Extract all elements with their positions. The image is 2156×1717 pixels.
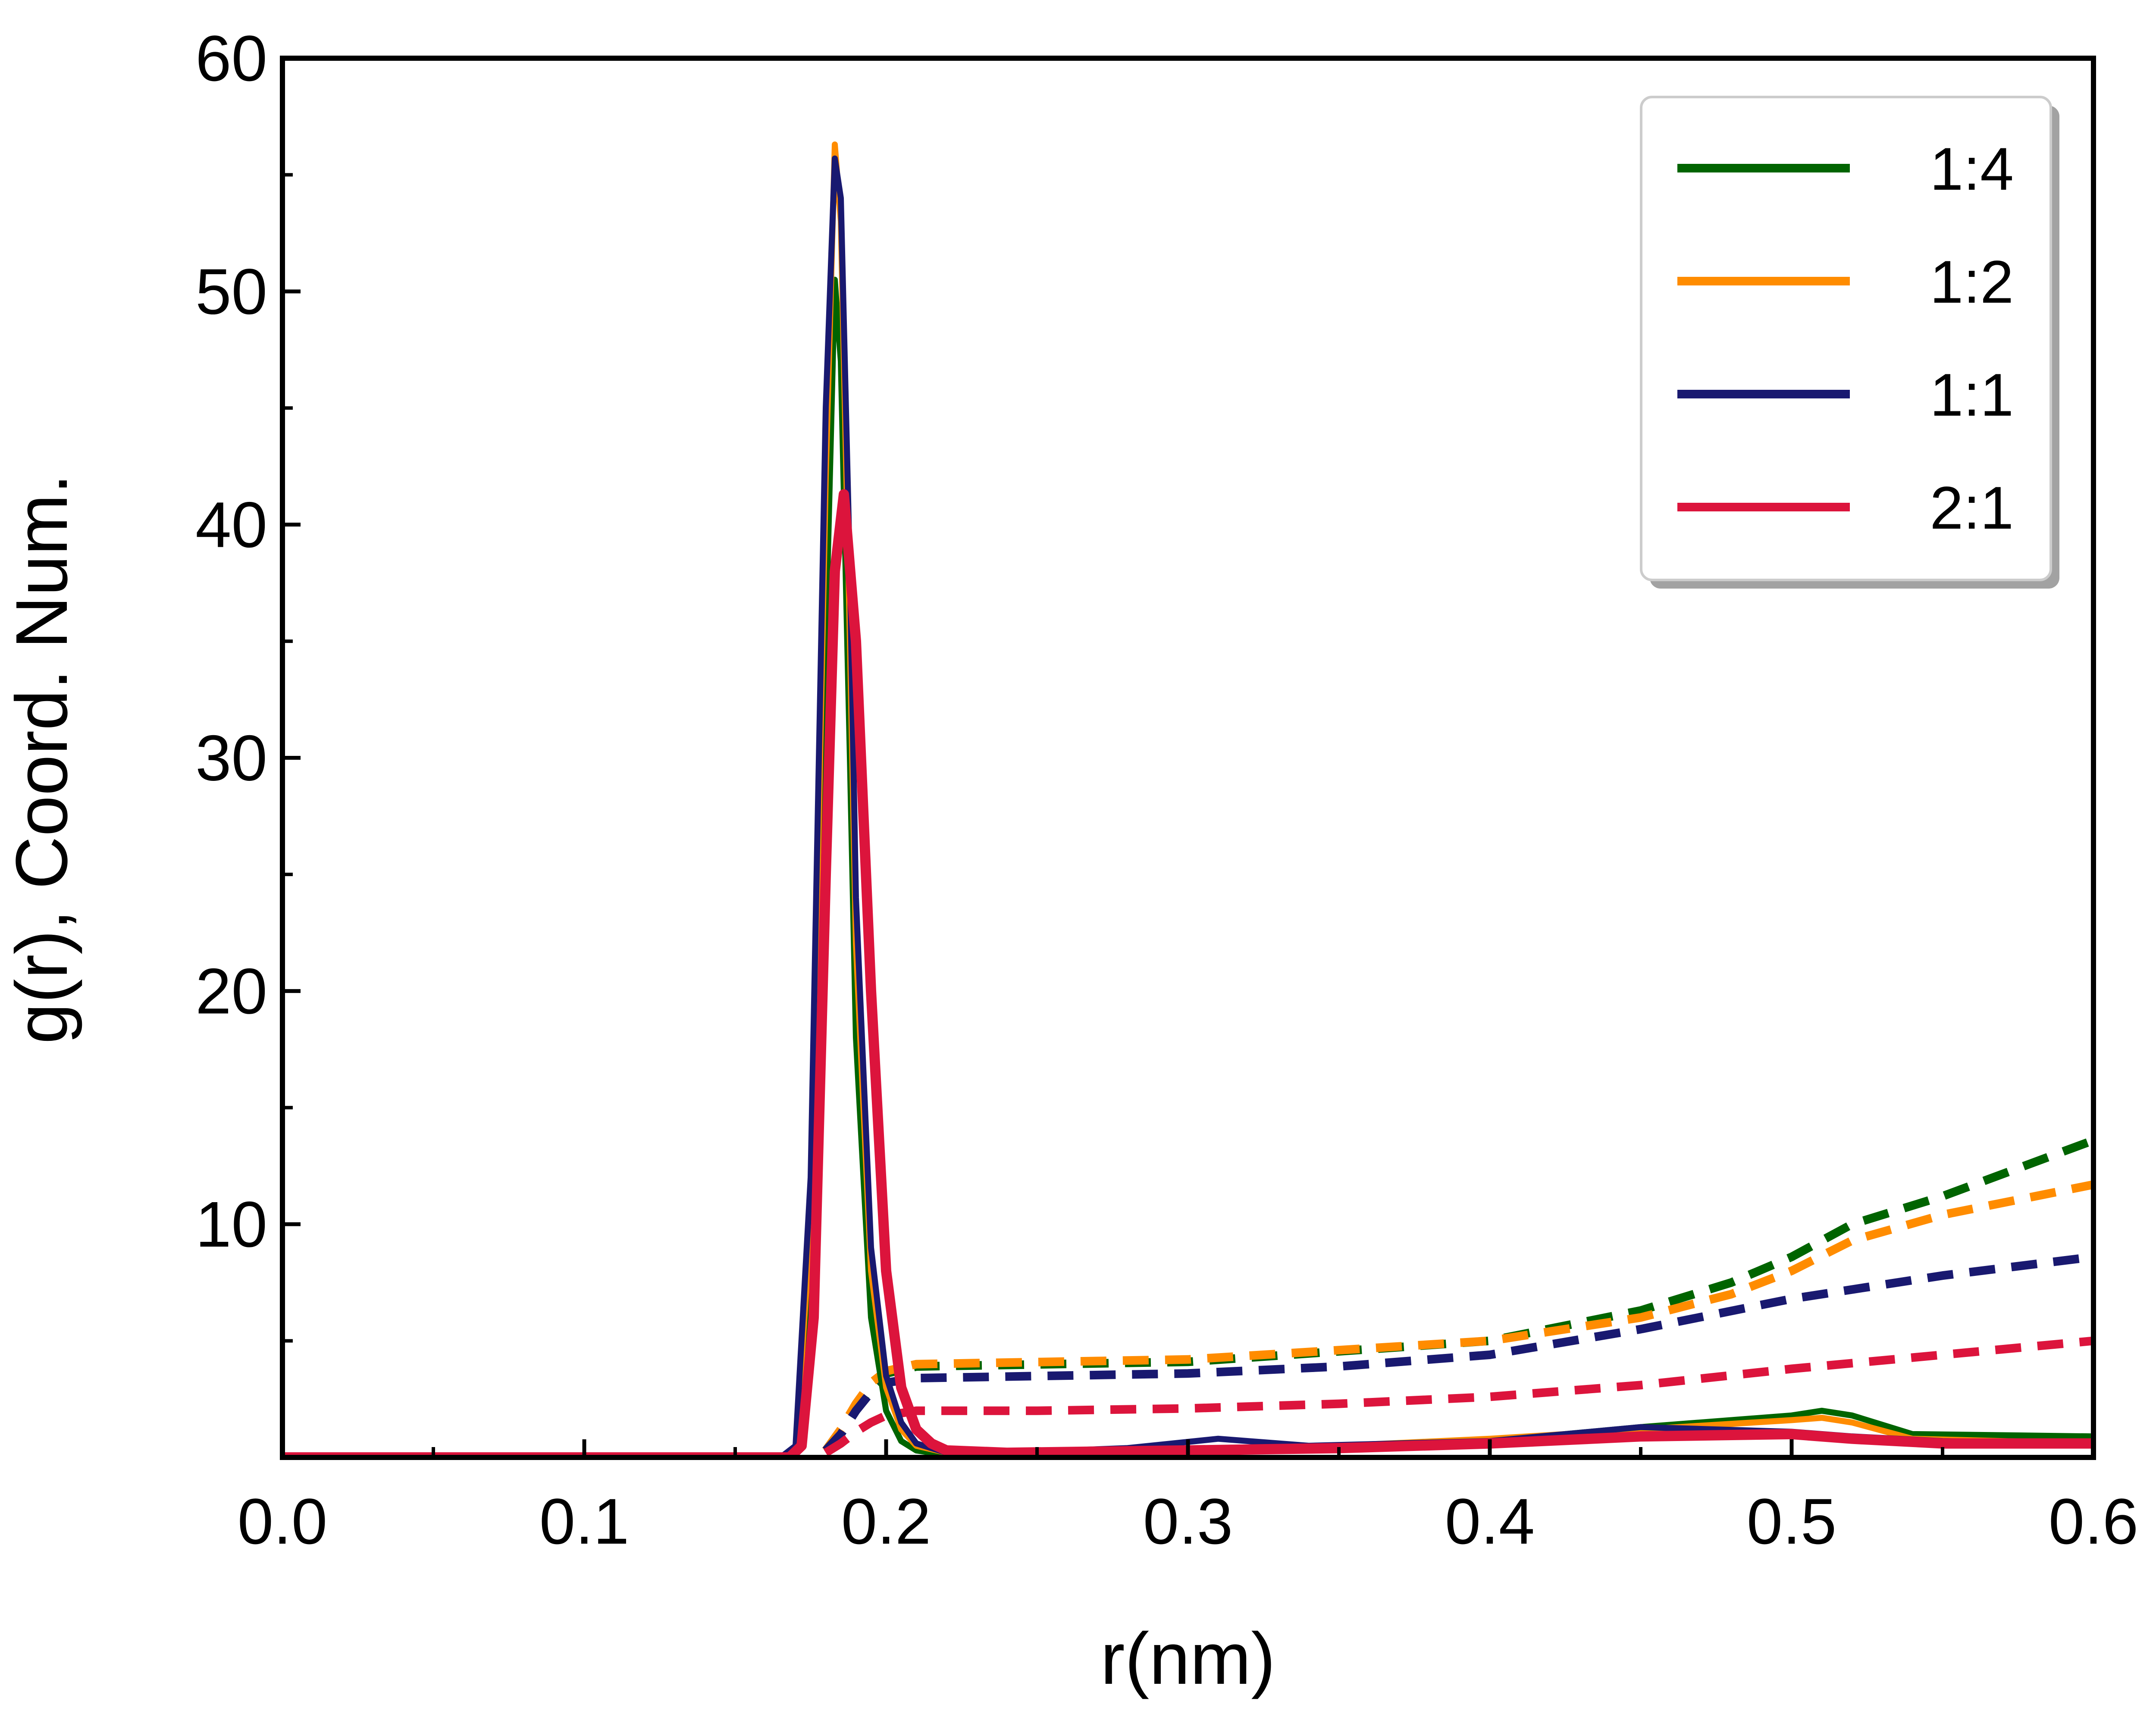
- series-1-1-coordination-line: [822, 1252, 2093, 1454]
- legend-label: 1:2: [1930, 248, 2014, 316]
- y-axis-label: g(r), Coord. Num.: [1, 474, 83, 1044]
- y-tick-label: 60: [195, 22, 267, 94]
- x-axis-label: r(nm): [1100, 1618, 1275, 1700]
- y-tick-label: 30: [195, 722, 267, 794]
- x-tick-label: 0.6: [2049, 1485, 2139, 1557]
- legend-label: 1:4: [1930, 135, 2014, 203]
- legend-label: 1:1: [1930, 361, 2014, 429]
- legend: 1:4 1:2 1:1 2:1: [1640, 96, 2059, 589]
- y-tick-label: 40: [195, 489, 267, 561]
- legend-box: [1640, 96, 2052, 581]
- legend-label: 2:1: [1930, 474, 2014, 542]
- series-1-1-rdf-line: [282, 155, 2093, 1457]
- y-tick-label: 50: [195, 255, 267, 328]
- series-layer: [282, 141, 2093, 1457]
- x-tick-label: 0.4: [1445, 1485, 1535, 1557]
- x-tick-label: 0.5: [1747, 1485, 1837, 1557]
- x-tick-label: 0.0: [238, 1485, 328, 1557]
- x-tick-label: 0.1: [539, 1485, 630, 1557]
- y-tick-label: 20: [195, 955, 267, 1027]
- series-1-2-coordination-line: [822, 1180, 2093, 1453]
- series-2-1-rdf-line: [282, 489, 2093, 1457]
- y-tick-label: 10: [195, 1188, 267, 1260]
- series-2-1-coordination-line: [823, 1336, 2093, 1457]
- ticks-layer: 0.0 0.1 0.2 0.3 0.4 0.5 0.6 10 20 30 40 50 60: [195, 22, 2138, 1557]
- plot-frame: [280, 56, 2096, 1460]
- x-tick-label: 0.3: [1143, 1485, 1233, 1557]
- x-tick-label: 0.2: [841, 1485, 931, 1557]
